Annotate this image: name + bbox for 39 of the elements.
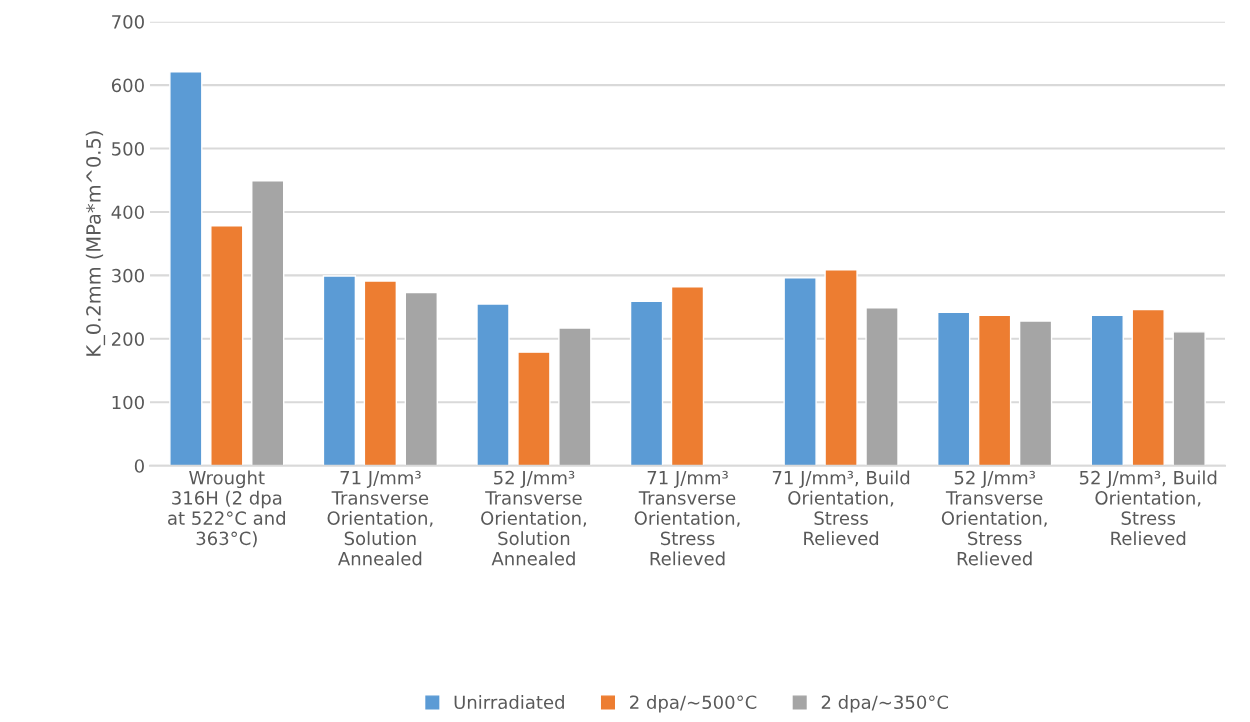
x-tick-label: 71 J/mm³ Transverse Orientation, Stress Relieved [634,470,740,566]
bar [1172,331,1206,466]
y-tick-label: 0 [134,459,144,473]
bar [783,277,817,466]
bar [169,71,203,466]
x-tick-label: 52 J/mm³, Build Orientation, Stress Relieved [1079,470,1217,546]
x-tick-label: 52 J/mm³ Transverse Orientation, Stress Relieved [941,470,1047,566]
y-tick-label: 500 [112,141,144,156]
bar [1018,320,1053,466]
bar [670,286,705,466]
x-tick-label: 71 J/mm³ Transverse Orientation, Solution Annealed [327,470,433,566]
y-axis-title: K_0.2mm (MPa*m^0.5) [85,131,106,356]
bar [476,303,510,466]
x-tick-label: Wrought 316H (2 dpa at 522°C and 363°C) [168,470,285,548]
bar [404,291,438,466]
bar [210,225,244,466]
x-tick-label: 71 J/mm³, Build Orientation, Stress Relieved [772,470,910,546]
bar [251,180,285,466]
legend-label: 2 dpa/~350°C [821,695,949,713]
bar [937,311,971,466]
bar [322,275,357,466]
bar [1090,314,1124,466]
bar [865,307,899,466]
y-tick-label: 100 [112,395,144,410]
bar [363,280,398,466]
bar [1131,308,1165,466]
bar [977,314,1012,466]
y-tick-label: 600 [111,78,144,93]
legend-label: 2 dpa/~500°C [630,695,757,713]
x-tick-label: 52 J/mm³ Transverse Orientation, Solution Annealed [481,470,586,566]
bar [517,351,551,466]
y-tick-label: 200 [112,332,144,346]
bar [629,300,664,466]
y-tick-label: 300 [112,268,144,283]
y-tick-label: 400 [111,205,144,220]
legend-label: Unirradiated [454,695,564,710]
bar [558,327,592,466]
y-tick-label: 700 [112,15,144,29]
bar [824,268,858,466]
